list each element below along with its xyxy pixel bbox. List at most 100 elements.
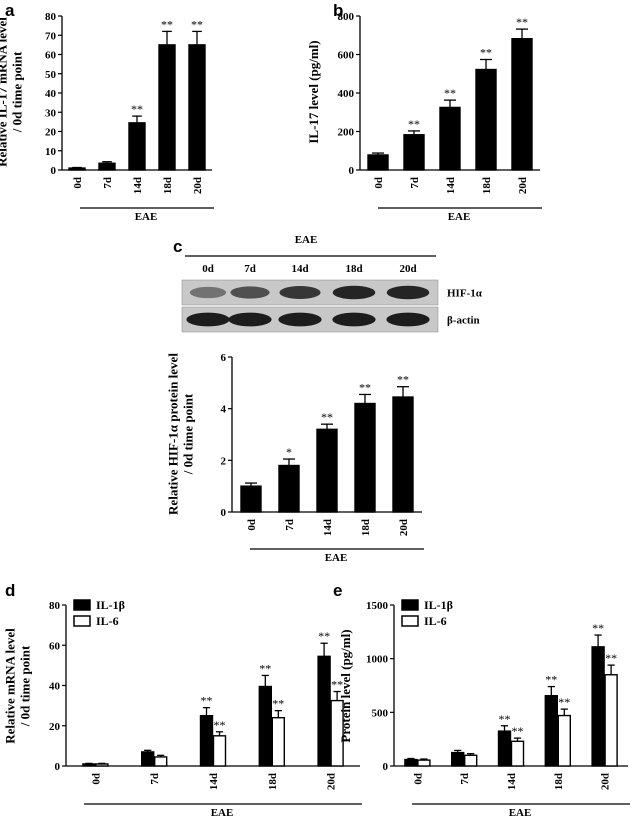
blot-band (332, 312, 376, 327)
y-tick-label: 0 (51, 165, 57, 177)
panel-label-c: c (173, 237, 182, 256)
significance-label: * (286, 445, 292, 459)
bar (464, 754, 478, 767)
significance-label: ** (131, 102, 143, 116)
y-tick-label: 20 (45, 127, 57, 139)
bar (439, 106, 461, 171)
legend: IL-1β IL-6 (73, 598, 125, 628)
y-tick-label: 80 (49, 600, 61, 612)
bar (258, 685, 272, 767)
bar (544, 694, 558, 767)
chart-panel-d: d 0 20 40 60 80 Relative mRNA level/ 0d time p… (3, 581, 362, 819)
panel-label-b: b (333, 1, 343, 20)
x-tick-label: 7d (409, 177, 421, 189)
bar (367, 154, 389, 171)
y-axis-label: Relative mRNA level (3, 628, 18, 744)
significance-label: ** (161, 17, 173, 31)
group-label: EAE (509, 807, 532, 819)
bar (604, 674, 618, 767)
x-tick-label: 7d (284, 519, 296, 531)
blot-lane-label: 18d (345, 263, 362, 275)
x-tick-label: 0d (412, 773, 424, 785)
x-tick-label: 14d (208, 773, 220, 790)
y-tick-label: 1000 (366, 654, 389, 666)
significance-label: ** (558, 695, 570, 709)
bar (404, 758, 418, 767)
y-tick-label: 20 (49, 721, 61, 733)
bar (158, 44, 176, 171)
y-tick-label: 40 (49, 681, 61, 693)
bar (475, 68, 497, 171)
bar (95, 763, 109, 767)
group-label: EAE (325, 552, 348, 564)
bar (317, 655, 331, 767)
significance-label: ** (201, 694, 213, 708)
legend-swatch (73, 615, 91, 627)
x-tick-label: 14d (445, 177, 457, 194)
bar (82, 763, 96, 767)
y-tick-label: 2 (221, 455, 227, 467)
bar (128, 122, 146, 171)
y-tick-label: 500 (372, 707, 389, 719)
panel-label-d: d (5, 581, 15, 600)
x-tick-label: 7d (459, 773, 471, 785)
x-tick-label: 7d (102, 177, 114, 189)
panel-label-a: a (5, 1, 15, 20)
bar (510, 740, 525, 767)
bar (98, 162, 116, 171)
bar (240, 485, 262, 513)
x-tick-label: 18d (481, 177, 493, 194)
y-tick-label: 0 (55, 761, 61, 773)
bar (591, 646, 605, 767)
significance-label: ** (272, 697, 284, 711)
x-tick-label: 7d (149, 773, 161, 785)
y-axis-label: Relative HIF-1α protein level (166, 353, 181, 515)
x-tick-label: 20d (398, 519, 410, 536)
significance-label: ** (499, 712, 511, 726)
y-tick-label: 0 (349, 165, 355, 177)
legend-entry: IL-1β (424, 598, 453, 612)
x-tick-label: 14d (506, 773, 518, 790)
bar (212, 735, 227, 767)
blot-row-label: β-actin (447, 315, 480, 327)
significance-label: ** (321, 410, 333, 424)
x-tick-label: 14d (322, 519, 334, 536)
chart-panel-b: b 0 200 400 600 800 IL-17 level (pg/ml) 0d 7d ** 1… (306, 1, 542, 223)
y-tick-label: 200 (338, 127, 355, 139)
significance-label: ** (191, 17, 203, 31)
blot-lane-label: 20d (399, 263, 416, 275)
x-tick-label: 0d (90, 773, 102, 785)
significance-label: ** (408, 117, 420, 131)
significance-label: ** (605, 651, 617, 665)
y-tick-label: 4 (221, 404, 227, 416)
blot-band (186, 312, 230, 327)
bar (188, 44, 206, 171)
x-tick-label: 20d (517, 177, 529, 194)
bar (497, 730, 512, 767)
y-tick-label: 400 (338, 88, 355, 100)
y-tick-label: 60 (49, 640, 61, 652)
significance-label: ** (444, 86, 456, 100)
significance-label: ** (512, 724, 524, 738)
x-tick-label: 18d (360, 519, 372, 536)
significance-label: ** (480, 46, 492, 60)
blot-band (386, 312, 430, 327)
x-tick-label: 18d (267, 773, 279, 790)
y-tick-label: 40 (45, 88, 57, 100)
significance-label: ** (516, 15, 528, 29)
bar (557, 714, 571, 767)
y-axis-label: Relative IL-17 mRNA level (0, 17, 10, 167)
y-tick-label: 6 (221, 352, 227, 364)
western-blot: c EAE 0d 7d 14d 18d 20d HIF-1α β-actin (173, 234, 483, 333)
y-axis-label: / 0d time point (18, 645, 33, 727)
blot-row-label: HIF-1α (447, 288, 483, 300)
significance-label: ** (318, 629, 330, 643)
x-tick-label: 20d (326, 773, 338, 790)
bar (271, 717, 285, 767)
bar (451, 751, 465, 767)
blot-band (279, 286, 321, 299)
blot-lane-label: 7d (244, 263, 256, 275)
bar (403, 134, 425, 171)
blot-band (278, 312, 322, 327)
